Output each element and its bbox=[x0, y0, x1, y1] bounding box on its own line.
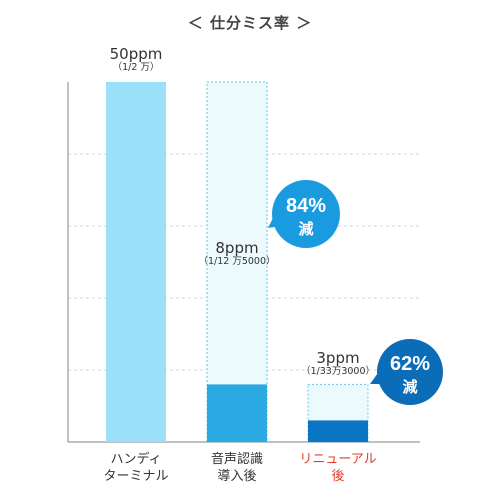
value-label-main: 50ppm bbox=[109, 45, 163, 63]
value-label-sub: （1/33万3000） bbox=[300, 365, 375, 377]
category-label: 音声認識 導入後 bbox=[192, 452, 282, 486]
category-label: リニューアル後 bbox=[293, 452, 383, 486]
value-label-main: 3ppm bbox=[316, 349, 360, 368]
category-label-line: ターミナル bbox=[103, 468, 169, 484]
value-label-sub: （1/2 万） bbox=[112, 61, 160, 73]
reduction-bubble bbox=[377, 339, 443, 405]
category-label-line: 導入後 bbox=[217, 468, 257, 484]
reduction-word: 減 bbox=[298, 220, 313, 238]
category-label-line: リニューアル後 bbox=[299, 452, 377, 484]
reduction-percent: 62% bbox=[390, 353, 430, 375]
value-label: 50ppm （1/2 万） bbox=[76, 46, 196, 73]
reduction-percent: 84% bbox=[286, 195, 326, 217]
reduction-word: 減 bbox=[402, 378, 417, 396]
bar-reference bbox=[206, 81, 268, 443]
category-label-line: 音声認識 bbox=[210, 452, 263, 467]
reduction-bubble bbox=[272, 180, 340, 248]
value-label-main: 8ppm bbox=[215, 239, 259, 257]
bar bbox=[207, 384, 267, 442]
value-label-sub: （1/12 万5000） bbox=[198, 255, 276, 267]
chart-title: ＜ 仕分ミス率 ＞ bbox=[187, 14, 313, 32]
bar bbox=[308, 420, 368, 442]
bar bbox=[106, 82, 166, 442]
category-label: ハンディ ターミナル bbox=[91, 452, 181, 486]
value-label: 3ppm （1/33万3000） bbox=[278, 350, 398, 377]
value-label: 8ppm （1/12 万5000） bbox=[177, 240, 297, 267]
category-label-line: ハンディ bbox=[110, 452, 162, 467]
